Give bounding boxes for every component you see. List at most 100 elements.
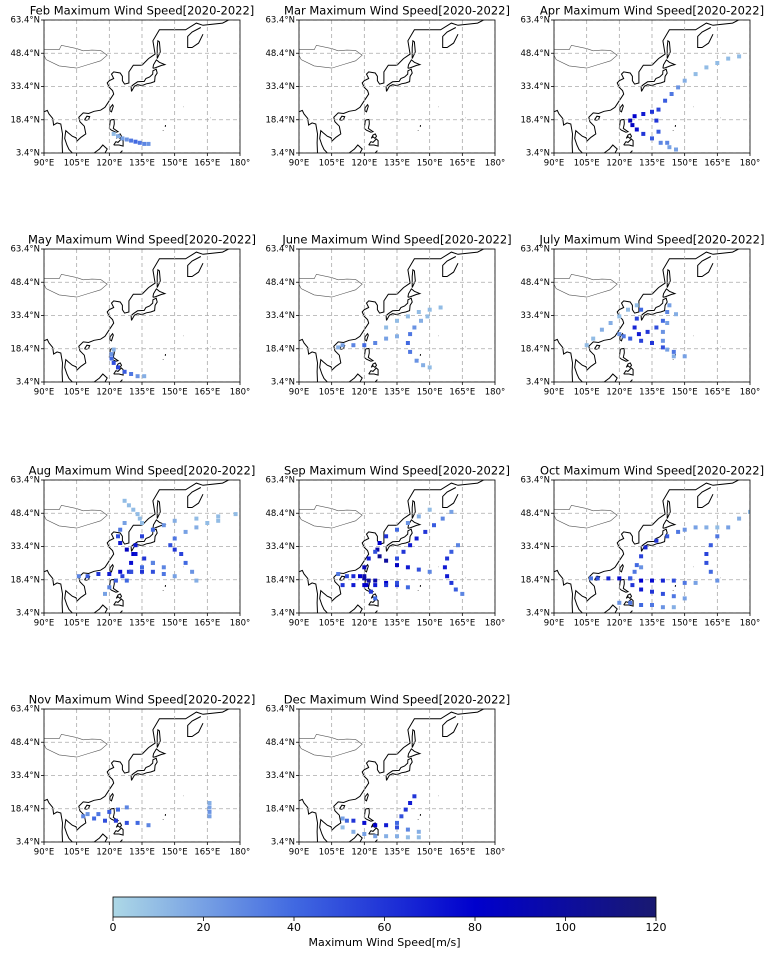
coastline xyxy=(365,794,369,801)
track-point xyxy=(415,359,419,363)
track-point xyxy=(208,805,212,809)
track-point xyxy=(408,801,412,805)
track-point xyxy=(650,341,654,345)
y-tick-label: 33.4°N xyxy=(10,771,40,781)
y-tick-label: 48.4°N xyxy=(520,49,550,59)
coastline xyxy=(663,289,675,297)
track-point xyxy=(657,130,661,134)
coastline xyxy=(386,69,412,91)
coastline xyxy=(339,145,362,156)
coastline xyxy=(153,749,165,757)
coastline xyxy=(153,289,165,297)
track-point xyxy=(173,537,177,541)
x-tick-label: 180° xyxy=(485,388,505,398)
track-point xyxy=(428,365,432,369)
track-point xyxy=(417,835,421,839)
track-point xyxy=(639,339,643,343)
coastline xyxy=(320,243,495,382)
y-tick-label: 33.4°N xyxy=(265,311,295,321)
coastline xyxy=(667,270,670,288)
x-tick-label: 180° xyxy=(230,848,250,858)
y-tick-label: 63.4°N xyxy=(10,705,40,715)
y-tick-label: 63.4°N xyxy=(520,16,550,26)
track-point xyxy=(654,326,658,330)
y-tick-label: 33.4°N xyxy=(265,82,295,92)
track-point xyxy=(443,565,447,569)
coastline xyxy=(412,270,415,288)
coastline xyxy=(320,14,495,153)
track-point xyxy=(118,528,122,532)
x-tick-label: 135°E xyxy=(639,619,665,629)
coastline xyxy=(131,529,157,551)
track-point xyxy=(118,570,122,574)
track-point xyxy=(412,794,416,798)
track-point xyxy=(404,808,408,812)
x-tick-label: 165°E xyxy=(704,388,730,398)
track-point xyxy=(162,565,166,569)
track-point xyxy=(134,543,138,547)
x-tick-label: 105°E xyxy=(574,619,600,629)
coastline xyxy=(364,120,373,133)
track-point xyxy=(683,581,687,585)
y-tick-label: 33.4°N xyxy=(520,311,550,321)
track-point xyxy=(715,61,719,65)
track-point xyxy=(384,326,388,330)
track-point xyxy=(633,570,637,574)
colorbar-tick-label: 120 xyxy=(646,921,667,934)
track-point xyxy=(336,572,340,576)
x-tick-label: 150°E xyxy=(417,388,443,398)
track-point xyxy=(103,819,107,823)
x-tick-label: 90°E xyxy=(34,159,54,169)
track-point xyxy=(661,345,665,349)
track-point xyxy=(674,312,678,316)
track-point xyxy=(125,548,129,552)
track-point xyxy=(399,814,403,818)
track-point xyxy=(596,576,600,580)
coastline xyxy=(65,474,240,613)
coastline xyxy=(369,828,378,835)
y-tick-label: 3.4°N xyxy=(271,378,295,388)
track-point xyxy=(194,525,198,529)
x-tick-label: 105°E xyxy=(319,159,345,169)
track-point xyxy=(408,332,412,336)
track-point xyxy=(373,834,377,838)
y-tick-label: 48.4°N xyxy=(265,738,295,748)
track-point xyxy=(628,337,632,341)
track-point xyxy=(216,514,220,518)
track-point xyxy=(667,303,671,307)
coastline xyxy=(667,41,670,59)
track-point xyxy=(173,548,177,552)
track-point xyxy=(142,557,146,561)
track-point xyxy=(384,559,388,563)
track-point xyxy=(112,132,116,136)
panel-title: July Maximum Wind Speed[2020-2022] xyxy=(539,233,765,247)
country-border xyxy=(299,734,362,757)
track-point xyxy=(704,561,708,565)
map-panel xyxy=(44,14,240,156)
track-point xyxy=(351,830,355,834)
y-tick-label: 63.4°N xyxy=(265,705,295,715)
coastline xyxy=(65,243,240,382)
track-point xyxy=(617,576,621,580)
track-point xyxy=(234,512,238,516)
track-point xyxy=(373,550,377,554)
track-point xyxy=(709,570,713,574)
map-panel xyxy=(44,703,240,845)
x-tick-label: 135°E xyxy=(384,848,410,858)
track-point xyxy=(341,343,345,347)
coastline xyxy=(339,374,362,385)
y-tick-label: 63.4°N xyxy=(10,245,40,255)
coastline xyxy=(624,139,633,146)
track-point xyxy=(205,521,209,525)
x-tick-label: 90°E xyxy=(34,388,54,398)
y-tick-label: 3.4°N xyxy=(526,149,550,159)
y-tick-label: 18.4°N xyxy=(265,115,295,125)
track-point xyxy=(378,554,382,558)
track-point xyxy=(116,365,120,369)
track-point xyxy=(173,519,177,523)
track-point xyxy=(208,801,212,805)
track-point xyxy=(661,330,665,334)
track-point xyxy=(650,136,654,140)
x-tick-label: 180° xyxy=(740,159,760,169)
track-point xyxy=(395,563,399,567)
